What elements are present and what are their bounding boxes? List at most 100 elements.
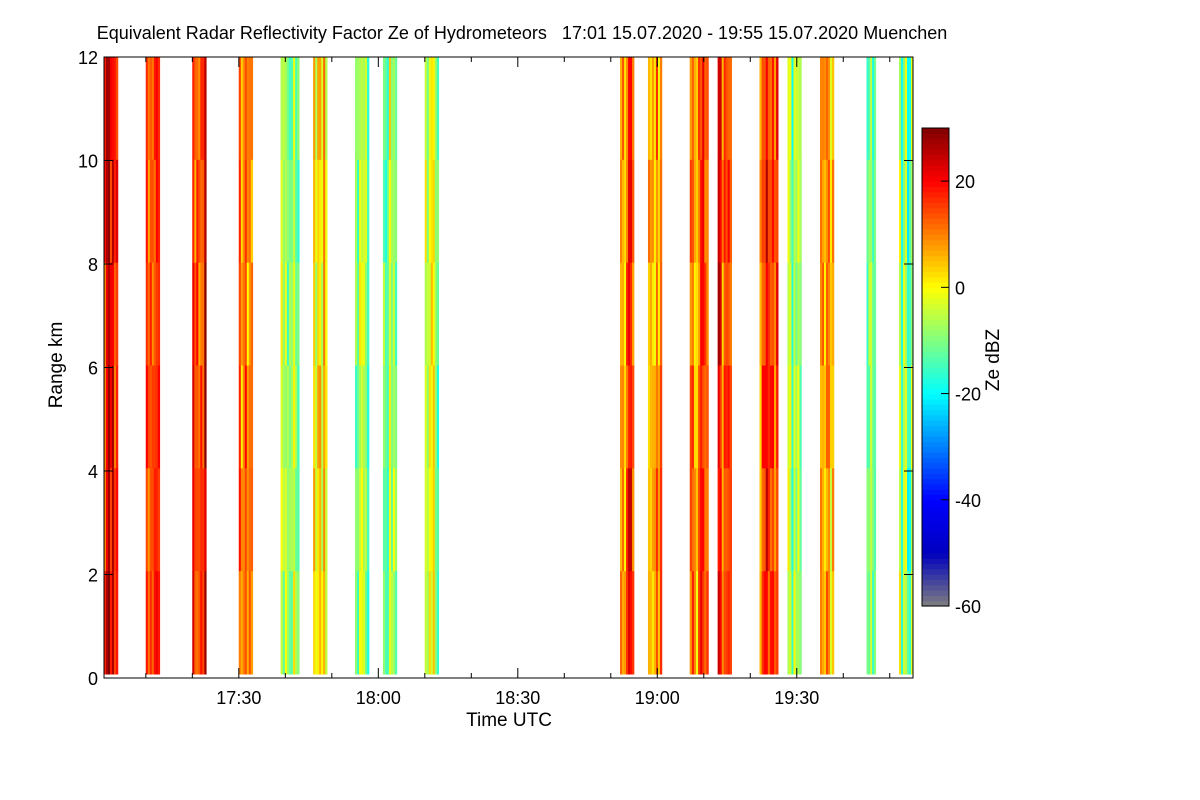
radar-scan-cell (776, 262, 779, 366)
radar-scan-cell (288, 468, 292, 572)
radar-scan (866, 57, 877, 675)
radar-scan-cell (202, 468, 205, 572)
radar-scan-cell (761, 365, 765, 469)
radar-scan-cell (628, 57, 631, 161)
radar-scan-cell (700, 468, 703, 572)
radar-scan-cell (763, 57, 767, 161)
radar-scan-cell (240, 365, 244, 469)
radar-scan-cell (706, 468, 709, 572)
radar-scan-cell (797, 571, 800, 675)
colorbar-step (922, 526, 949, 533)
radar-scan-cell (795, 262, 798, 366)
radar-scan-cell (313, 468, 316, 572)
radar-scan-cell (390, 468, 394, 572)
radar-scan-cell (696, 468, 699, 572)
radar-scan-cell (795, 365, 798, 469)
radar-scan-cell (430, 571, 434, 675)
colorbar-step (922, 218, 949, 225)
radar-scan-cell (198, 262, 201, 366)
colorbar-tick-label: -20 (955, 385, 981, 405)
radar-scan-cell (424, 159, 428, 264)
radar-scan-cell (657, 262, 661, 366)
axes: 0 2 4 6 8 10 12 17:30 18:00 18:30 19:00 19:30 (78, 48, 914, 708)
radar-scan-cell (198, 468, 201, 572)
radar-scan-cell (365, 571, 368, 675)
radar-scan-cell (104, 468, 107, 572)
radar-scan-cell (153, 571, 157, 675)
radar-scan-cell (776, 365, 779, 469)
radar-scan-cell (200, 571, 203, 675)
radar-scan-cell (357, 262, 360, 366)
radar-scan-cell (355, 365, 358, 469)
radar-scan-cell (822, 159, 825, 264)
radar-scan-cell (911, 57, 914, 161)
colorbar-step (922, 420, 949, 427)
radar-scan-cell (649, 468, 653, 572)
radar-scan-cell (776, 571, 779, 675)
radar-scan-cell (113, 571, 117, 675)
radar-scan-cell (771, 571, 775, 675)
radar-scan (647, 57, 663, 675)
radar-scan-cell (282, 571, 286, 675)
radar-scan-cell (388, 571, 392, 675)
radar-scan-cell (242, 468, 246, 572)
radar-scan-cell (242, 365, 246, 469)
radar-scan-cell (390, 571, 394, 675)
radar-scan-cell (200, 365, 203, 469)
radar-scan-cell (632, 468, 635, 572)
radar-scan-cell (196, 262, 199, 366)
radar-scan-cell (151, 365, 155, 469)
radar-scan-cell (717, 365, 721, 469)
radar-scan-cell (626, 57, 629, 161)
radar-scan-cell (155, 571, 159, 675)
radar-scan-cell (104, 57, 107, 161)
radar-scan-cell (649, 571, 653, 675)
radar-scan-cell (721, 365, 724, 469)
radar-scan-cell (704, 365, 707, 469)
radar-scan-cell (647, 57, 651, 161)
x-axis-label: Time UTC (466, 710, 552, 731)
radar-scan-cell (248, 159, 252, 264)
radar-scan-cell (436, 159, 440, 264)
radar-scan-cell (286, 159, 290, 264)
radar-scan-cell (831, 262, 835, 366)
radar-scan-cell (628, 571, 631, 675)
radar-scan (382, 57, 398, 675)
radar-scan-cell (657, 57, 661, 161)
radar-scan-cell (319, 159, 322, 264)
radar-scan-cell (293, 365, 296, 469)
colorbar-step (922, 494, 949, 501)
radar-scan-cell (157, 468, 161, 572)
radar-scan-cell (386, 159, 390, 264)
radar-scan-cell (822, 468, 825, 572)
radar-scan-cell (361, 159, 364, 264)
radar-scan-cell (145, 57, 149, 161)
radar-scan-cell (367, 262, 370, 366)
radar-scan-cell (242, 57, 246, 161)
radar-scan-cell (698, 571, 701, 675)
radar-scan-cell (901, 262, 904, 366)
radar-scan-cell (831, 365, 835, 469)
radar-scan-cell (624, 262, 627, 366)
radar-scan-cell (693, 159, 697, 264)
colorbar-step (922, 478, 949, 485)
radar-scan-cell (831, 159, 835, 264)
radar-scan-cell (909, 57, 912, 161)
radar-scan-cell (196, 159, 199, 264)
colorbar-step (922, 170, 949, 177)
radar-scan-cell (386, 57, 390, 161)
radar-scan-cell (727, 159, 730, 264)
radar-scan-cell (428, 571, 432, 675)
radar-scan-cell (771, 365, 775, 469)
radar-scan-cell (288, 262, 292, 366)
radar-scan-cell (831, 57, 835, 161)
radar-scan-cell (632, 365, 635, 469)
colorbar-step (922, 595, 949, 602)
radar-scan-cell (696, 571, 699, 675)
radar-scan-cell (907, 571, 910, 675)
radar-scan-cell (911, 468, 914, 572)
colorbar-step (922, 367, 949, 373)
radar-scan-cell (426, 571, 430, 675)
radar-scan (424, 57, 440, 675)
radar-scan-cell (911, 262, 914, 366)
